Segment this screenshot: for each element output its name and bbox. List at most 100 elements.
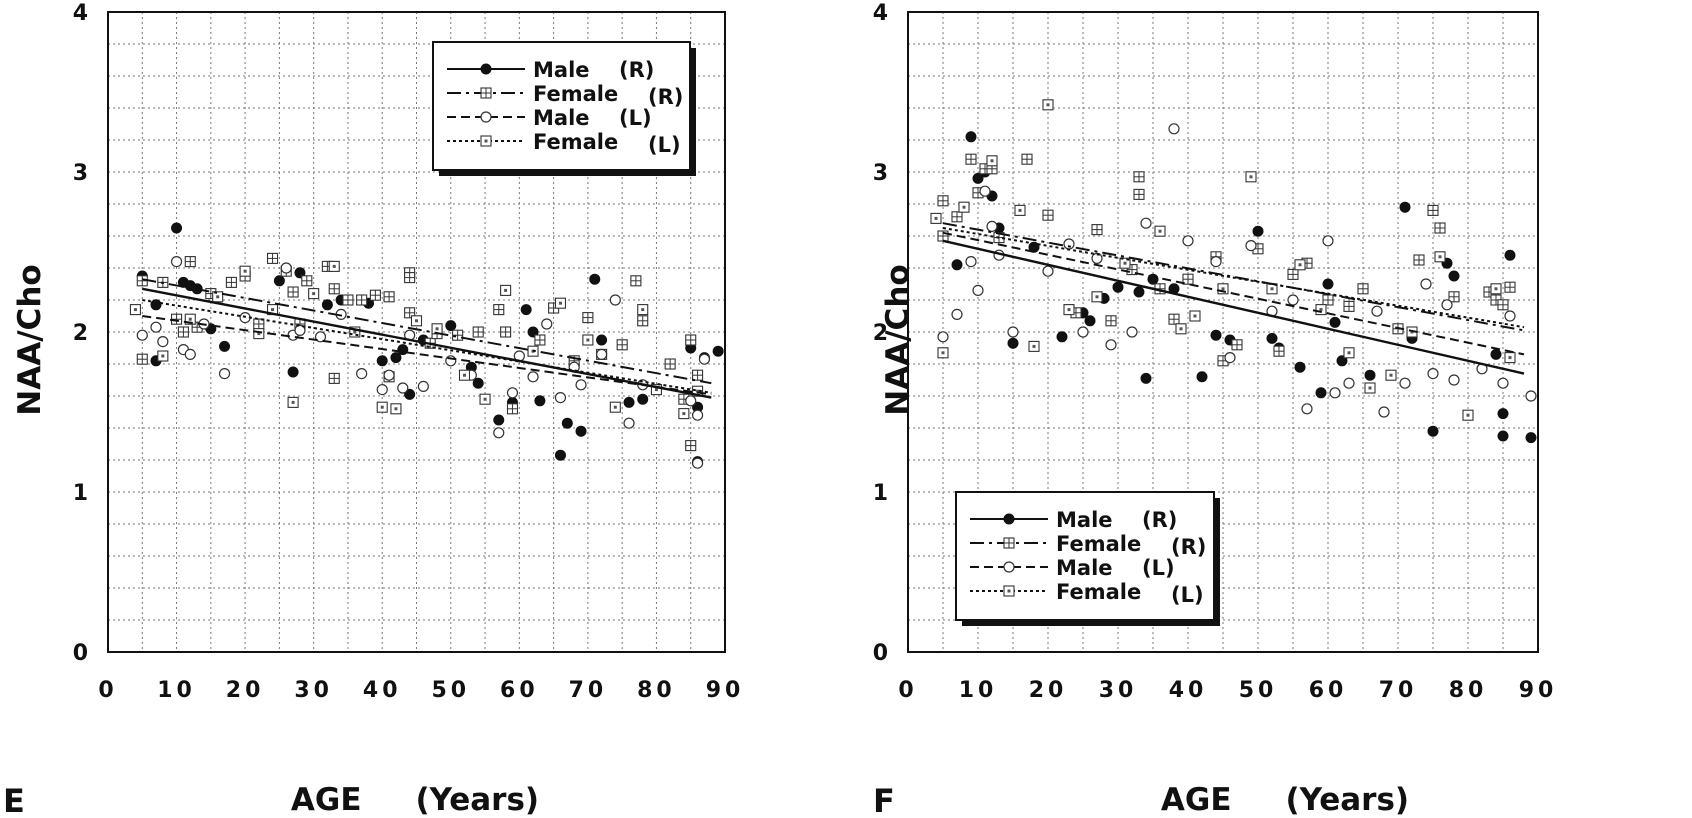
data-point xyxy=(150,299,162,311)
data-point xyxy=(1133,286,1145,298)
data-point xyxy=(958,201,970,213)
data-point xyxy=(1504,249,1516,261)
x-tick-label: 40 xyxy=(1169,678,1208,703)
data-point xyxy=(328,260,340,272)
data-point xyxy=(930,212,942,224)
data-point xyxy=(685,440,697,452)
data-point xyxy=(383,369,395,381)
data-point xyxy=(1504,310,1516,322)
data-point xyxy=(1056,331,1068,343)
legend-entry: Female (R) xyxy=(447,82,683,109)
data-point xyxy=(294,324,306,336)
data-point xyxy=(266,252,279,264)
data-point xyxy=(637,393,649,405)
data-point xyxy=(1042,99,1054,111)
data-point xyxy=(150,321,162,333)
data-point xyxy=(1210,256,1222,268)
data-point xyxy=(1140,372,1152,384)
data-point xyxy=(493,304,505,316)
data-point xyxy=(937,347,949,359)
data-point xyxy=(1245,171,1257,183)
data-point xyxy=(534,395,546,407)
legend-series-side: (L) xyxy=(648,133,681,157)
data-point xyxy=(1490,283,1502,295)
data-point xyxy=(589,273,601,285)
legend-marker xyxy=(480,135,492,147)
legend-entry: Female (R) xyxy=(970,532,1206,559)
data-point xyxy=(445,355,457,367)
data-point xyxy=(1294,259,1306,271)
data-point xyxy=(637,304,649,316)
legend-marker xyxy=(1003,513,1015,525)
data-point xyxy=(1182,273,1194,285)
x-tick-label: 10 xyxy=(959,678,998,703)
legend-series-side: (R) xyxy=(1142,508,1177,532)
data-point xyxy=(1042,209,1054,221)
data-point xyxy=(986,155,998,167)
data-point xyxy=(937,230,949,242)
data-point xyxy=(1448,374,1460,386)
data-point xyxy=(1245,240,1257,252)
data-point xyxy=(239,265,251,277)
data-point xyxy=(1028,340,1040,352)
legend-series-name: Female xyxy=(1056,532,1141,556)
series-e-1 xyxy=(136,252,704,452)
data-point xyxy=(1490,348,1502,360)
data-point xyxy=(965,131,977,143)
data-point xyxy=(951,259,963,271)
data-point xyxy=(458,369,471,381)
data-point xyxy=(1448,291,1460,303)
legend-series-name: Male xyxy=(1056,556,1113,580)
chart-panel-e: E NAA/Cho AGE (Years) 0 10 20 30 40 50 60 70 80 9… xyxy=(3,1,740,818)
data-point xyxy=(404,307,416,319)
legend-entry: Male (R) xyxy=(447,58,654,82)
data-point xyxy=(1343,377,1355,389)
data-point xyxy=(397,382,409,394)
data-point xyxy=(472,326,484,338)
y-axis-label-e: NAA/Cho xyxy=(12,264,48,415)
data-point xyxy=(506,387,519,399)
legend-series-name: Female xyxy=(533,130,618,154)
legend-series-side: (L) xyxy=(1142,556,1175,580)
data-point xyxy=(698,353,711,365)
data-point xyxy=(1525,390,1537,402)
x-tick-label: 40 xyxy=(363,678,402,703)
data-point xyxy=(376,401,388,413)
data-point xyxy=(1413,254,1425,266)
data-point xyxy=(1448,270,1460,282)
data-point xyxy=(1504,352,1516,364)
plot-frame-e xyxy=(107,11,726,653)
data-point xyxy=(321,299,333,311)
data-point xyxy=(1042,265,1054,277)
data-point xyxy=(287,396,299,408)
x-tick-label: 30 xyxy=(294,678,333,703)
data-point xyxy=(986,220,998,232)
data-point xyxy=(1399,201,1411,213)
data-point xyxy=(527,371,539,383)
data-point xyxy=(287,286,299,298)
data-point xyxy=(1119,257,1131,269)
legend-series-side: (L) xyxy=(619,106,652,130)
legend-series-name: Male xyxy=(533,58,590,82)
legend-series-name: Female xyxy=(533,82,618,106)
data-point xyxy=(404,272,416,284)
x-tick-labels-f: 0 10 20 30 40 50 60 70 80 90 xyxy=(898,678,1553,703)
data-point xyxy=(356,368,368,380)
data-point xyxy=(383,291,395,303)
fit-line xyxy=(142,315,712,396)
data-point xyxy=(1105,315,1117,327)
series-f-1 xyxy=(937,153,1516,367)
data-point xyxy=(1021,153,1033,165)
data-point xyxy=(170,256,183,268)
data-point xyxy=(1434,222,1446,234)
data-point xyxy=(1168,313,1180,325)
data-point xyxy=(171,222,183,234)
data-point xyxy=(417,380,429,392)
data-point xyxy=(1126,264,1138,276)
data-point xyxy=(1315,387,1327,399)
data-point xyxy=(376,384,388,396)
data-point xyxy=(342,294,354,306)
x-axis-label-e: AGE (Years) xyxy=(291,782,539,818)
data-point xyxy=(1462,409,1474,421)
